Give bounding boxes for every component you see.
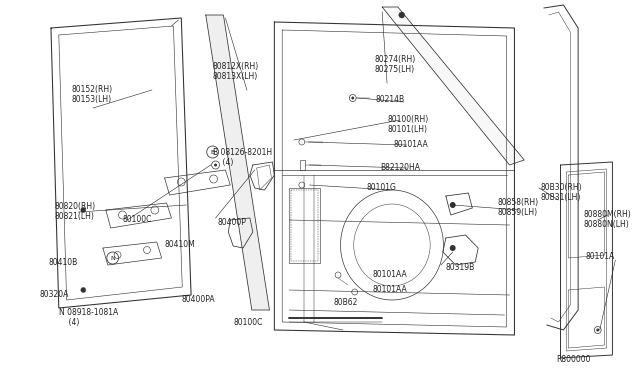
Circle shape [81, 208, 86, 212]
Text: 80152(RH)
80153(LH): 80152(RH) 80153(LH) [72, 85, 113, 105]
Text: B: B [211, 150, 215, 154]
Text: N: N [110, 256, 115, 260]
Circle shape [214, 164, 217, 167]
Polygon shape [382, 7, 524, 165]
Circle shape [399, 12, 404, 18]
Circle shape [450, 245, 456, 251]
Circle shape [450, 202, 456, 208]
Text: 80820(RH)
80821(LH): 80820(RH) 80821(LH) [55, 202, 96, 221]
Circle shape [81, 288, 86, 292]
Bar [289, 188, 321, 263]
Text: 80812X(RH)
80813X(LH): 80812X(RH) 80813X(LH) [212, 62, 259, 81]
Text: 80100(RH)
80101(LH): 80100(RH) 80101(LH) [387, 115, 428, 134]
Text: 80400P: 80400P [218, 218, 246, 227]
Text: 80410B: 80410B [49, 258, 78, 267]
Text: 80319B: 80319B [446, 263, 475, 272]
Text: N 08918-1081A
    (4): N 08918-1081A (4) [59, 308, 118, 327]
Text: 80101AA: 80101AA [394, 140, 429, 149]
Text: 80410M: 80410M [164, 240, 195, 249]
Text: 80274(RH)
80275(LH): 80274(RH) 80275(LH) [374, 55, 415, 74]
Text: 80400PA: 80400PA [181, 295, 215, 304]
Text: B82120HA: B82120HA [380, 163, 420, 172]
Text: 80320A: 80320A [39, 290, 68, 299]
Text: B 08126-8201H
    (4): B 08126-8201H (4) [212, 148, 272, 167]
Text: 80858(RH)
80859(LH): 80858(RH) 80859(LH) [498, 198, 539, 217]
Text: 80100C: 80100C [233, 318, 262, 327]
Text: 80101G: 80101G [367, 183, 396, 192]
Circle shape [596, 328, 599, 331]
Text: 80880M(RH)
80880N(LH): 80880M(RH) 80880N(LH) [583, 210, 631, 230]
Text: 80214B: 80214B [375, 95, 404, 104]
Text: R800000: R800000 [557, 355, 591, 364]
Text: 80101A: 80101A [586, 252, 615, 261]
Text: 80B62: 80B62 [333, 298, 358, 307]
Text: 80101AA: 80101AA [372, 270, 407, 279]
Bar [300, 160, 305, 170]
Text: 80101AA: 80101AA [372, 285, 407, 294]
Circle shape [351, 96, 354, 99]
Polygon shape [206, 15, 269, 310]
Text: 80100C: 80100C [122, 215, 152, 224]
Text: 80B30(RH)
80B31(LH): 80B30(RH) 80B31(LH) [541, 183, 582, 202]
